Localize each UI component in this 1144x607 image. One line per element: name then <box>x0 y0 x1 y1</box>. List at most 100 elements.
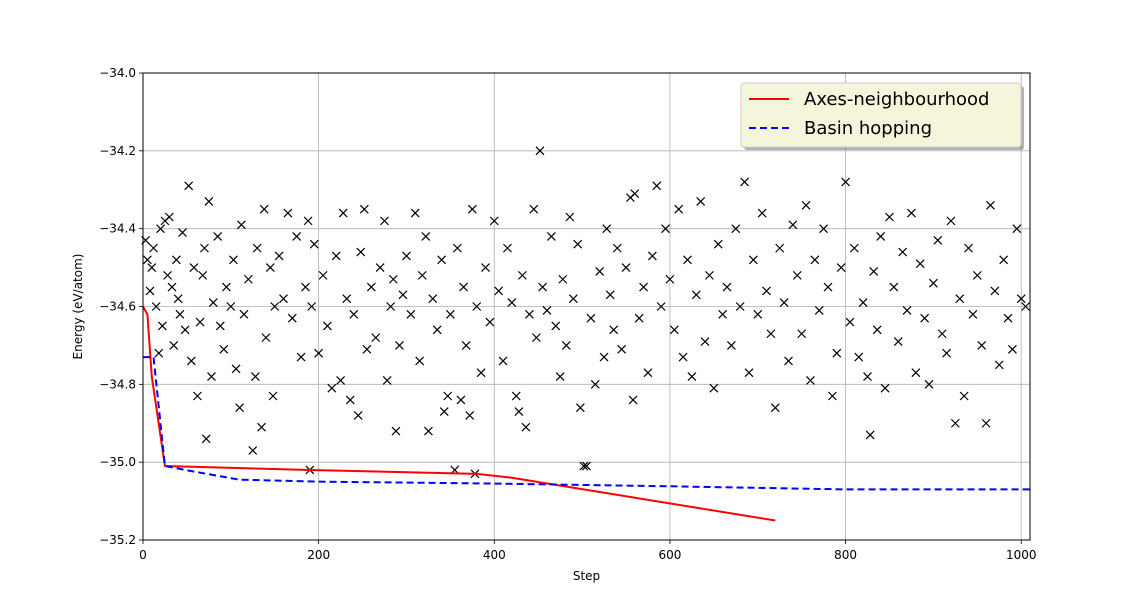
scatter-point <box>145 286 155 296</box>
scatter-point <box>169 340 179 350</box>
scatter-point <box>215 321 225 331</box>
scatter-point <box>147 263 157 273</box>
scatter-point <box>994 360 1004 370</box>
scatter-point <box>268 391 278 401</box>
scatter-point <box>928 278 938 288</box>
scatter-point <box>924 379 934 389</box>
scatter-point <box>472 302 482 311</box>
scatter-point <box>718 309 728 319</box>
scatter-point <box>349 309 359 319</box>
scatter-point <box>990 286 1000 296</box>
scatter-point <box>149 243 158 253</box>
scatter-point <box>937 329 947 339</box>
scatter-point <box>942 348 951 358</box>
scatter-point <box>437 255 447 265</box>
scatter-point <box>184 181 194 191</box>
legend-label-basin-hopping: Basin hopping <box>804 118 932 139</box>
scatter-point <box>586 313 596 323</box>
scatter-point <box>156 224 165 234</box>
scatter-point <box>503 243 512 253</box>
scatter-point <box>173 294 183 304</box>
scatter-point <box>722 282 732 292</box>
scatter-point <box>999 255 1009 265</box>
scatter-point <box>366 282 376 292</box>
scatter-point <box>345 395 355 405</box>
scatter-point <box>274 251 284 261</box>
scatter-point <box>229 255 238 265</box>
scatter-point <box>700 337 710 346</box>
scatter-point <box>705 270 714 280</box>
scatter-point <box>178 228 187 237</box>
scatter-point <box>236 220 246 230</box>
scatter-point <box>432 325 442 335</box>
scatter-point <box>198 270 208 280</box>
x-tick-label: 200 <box>307 548 330 562</box>
scatter-point <box>1021 302 1031 311</box>
scatter-point <box>617 344 627 354</box>
scatter-point <box>259 204 269 214</box>
legend-label-axes-neighbourhood: Axes-neighbourhood <box>804 89 989 110</box>
scatter-point <box>1003 313 1013 323</box>
scatter-point <box>287 313 297 323</box>
scatter-point <box>920 313 930 323</box>
scatter-point <box>981 418 991 428</box>
scatter-point <box>213 232 223 241</box>
scatter-point <box>590 379 600 389</box>
scatter-point <box>863 372 872 381</box>
scatter-point <box>889 282 899 292</box>
scatter-point <box>498 356 508 366</box>
scatter-point <box>696 197 706 206</box>
scatter-point <box>151 302 161 311</box>
scatter-point <box>801 200 811 210</box>
scatter-point <box>674 204 684 214</box>
scatter-point <box>485 317 495 327</box>
scatter-point <box>164 212 174 222</box>
scatter-point <box>836 263 846 273</box>
scatter-point <box>858 298 868 308</box>
scatter-point <box>551 321 561 331</box>
scatter-point <box>977 340 987 350</box>
scatter-point <box>417 270 427 280</box>
scatter-point <box>1008 344 1017 354</box>
y-tick-label: −35.0 <box>99 455 136 469</box>
scatter-point <box>661 224 670 234</box>
scatter-point <box>872 325 882 335</box>
scatter-point <box>869 267 879 276</box>
scatter-point <box>261 333 271 343</box>
scatter-point <box>639 282 649 292</box>
x-tick-label: 800 <box>834 548 857 562</box>
scatter-point <box>356 247 366 257</box>
scatter-point <box>193 391 202 401</box>
scatter-point <box>841 177 850 187</box>
scatter-point <box>461 340 471 350</box>
x-tick-label: 400 <box>483 548 506 562</box>
scatter-point <box>465 411 475 420</box>
scatter-point <box>565 212 575 222</box>
scatter-point <box>481 263 490 273</box>
scatter-point <box>231 364 241 374</box>
scatter-point <box>371 333 381 343</box>
scatter-point <box>709 383 719 393</box>
scatter-point <box>180 325 190 335</box>
scatter-point <box>459 282 468 292</box>
scatter-point <box>410 208 420 218</box>
scatter-point <box>612 243 622 253</box>
series-lines <box>142 306 1030 522</box>
scatter-point <box>428 294 438 304</box>
scatter-point <box>740 177 750 187</box>
scatter-point <box>902 305 912 315</box>
scatter-point <box>726 340 736 350</box>
x-tick-label: 600 <box>658 548 681 562</box>
scatter-point <box>445 309 455 319</box>
scatter-point <box>678 352 688 362</box>
y-tick-label: −34.8 <box>99 377 136 391</box>
scatter-point <box>775 243 785 253</box>
scatter-point <box>770 403 780 413</box>
scatter-point <box>421 232 431 241</box>
scatter-point <box>175 309 185 319</box>
scatter-point <box>964 243 973 253</box>
scatter-point <box>395 340 404 350</box>
scatter-point <box>338 208 348 218</box>
x-axis-title: Step <box>573 569 600 583</box>
scatter-point <box>535 146 545 156</box>
